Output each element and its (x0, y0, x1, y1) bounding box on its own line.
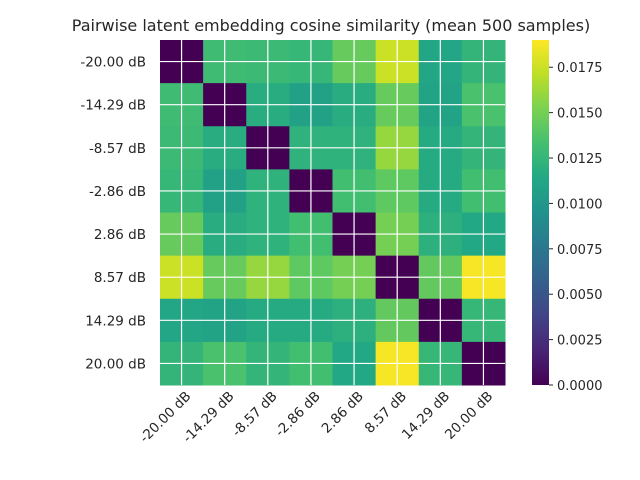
heatmap-cells (160, 40, 506, 386)
x-tick-label: -2.86 dB (272, 389, 324, 441)
colorbar-gradient (532, 40, 549, 385)
y-tick-label: 20.00 dB (85, 356, 146, 372)
colorbar-tick-label: 0.0075 (557, 243, 603, 258)
heatmap-gridlines (160, 40, 505, 385)
colorbar-tick-label: 0.0175 (557, 61, 603, 76)
colorbar-tick-label: 0.0000 (557, 379, 603, 394)
y-tick-label: 14.29 dB (85, 313, 146, 329)
y-tick-label: 2.86 dB (94, 227, 146, 243)
y-tick-label: -14.29 dB (80, 98, 146, 114)
colorbar: 0.0000 0.0025 0.0050 0.0075 0.0100 0.0125 0.01… (532, 40, 603, 394)
x-tick-label: -8.57 dB (229, 389, 281, 441)
colorbar-tick-label: 0.0025 (557, 334, 603, 349)
y-tick-label: -20.00 dB (80, 55, 146, 71)
y-tick-labels: -20.00 dB -14.29 dB -8.57 dB -2.86 dB 2.86 d… (80, 55, 146, 373)
x-tick-label: 20.00 dB (442, 389, 496, 443)
y-tick-label: 8.57 dB (94, 270, 146, 286)
colorbar-tick-label: 0.0100 (557, 197, 603, 212)
colorbar-tick-label: 0.0125 (557, 152, 603, 167)
y-tick-label: -8.57 dB (89, 141, 146, 157)
x-tick-labels: -20.00 dB-14.29 dB-8.57 dB-2.86 dB2.86 d… (137, 389, 497, 447)
colorbar-tick-label: 0.0050 (557, 288, 603, 303)
x-tick-label: 2.86 dB (319, 389, 367, 437)
y-tick-label: -2.86 dB (89, 184, 146, 200)
chart-title: Pairwise latent embedding cosine similar… (72, 16, 590, 35)
colorbar-tick-label: 0.0150 (557, 107, 603, 122)
